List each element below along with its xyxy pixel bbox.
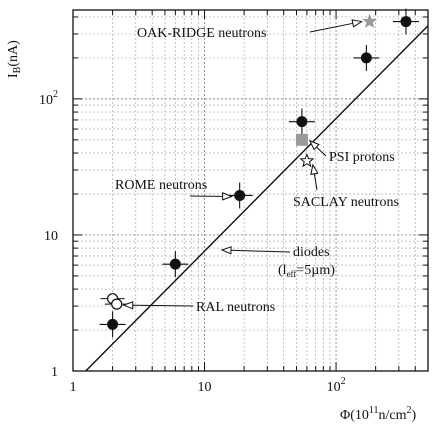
x-tick-label: 10 [198,380,212,395]
y-tick-label: 102 [39,89,58,108]
arrow-ral-head [122,301,134,310]
data-point-psi [295,133,308,146]
data-point-neutron [234,189,246,201]
data-markers [99,8,419,338]
x-axis-label: Φ(1011n/cm2) [340,405,417,423]
annotation-oak-ridge: OAK-RIDGE neutrons [137,26,266,41]
arrow-oak-ridge-head [351,19,363,28]
annotation-psi: PSI protons [329,150,395,165]
annotation-ral: RAL neutrons [196,300,275,315]
data-point-neutron [169,258,181,270]
grid-lines [73,10,428,371]
y-tick-label: 1 [51,365,58,380]
data-point-neutron [360,52,372,64]
annotation-saclay: SACLAY neutrons [293,195,399,210]
arrow-diodes [221,249,291,253]
data-point-neutron [400,16,412,28]
arrow-saclay-head [310,163,319,176]
annotations: OAK-RIDGE neutrons PSI protons SACLAY ne… [115,26,399,315]
arrow-psi-head [308,139,320,151]
x-tick-label: 1 [70,380,77,395]
y-axis-label: IB(nA) [6,40,23,78]
x-tick-label: 102 [327,376,346,395]
diode-fit-line [85,25,429,372]
annotation-diodes: diodes [293,245,330,260]
axis-ticks [73,10,428,371]
data-point-saclay [299,153,315,168]
data-point-neutron [296,116,308,128]
y-tick-label: 10 [44,229,58,244]
plot-frame [72,9,429,372]
arrow-diodes-head [220,246,232,255]
tick-labels: 1 10 102 1 10 102 [39,89,346,395]
arrow-rome-head [222,192,234,201]
data-point-neutron [107,318,119,330]
annotation-rome: ROME neutrons [115,178,207,193]
annotation-diodes-leff: (leff=5µm) [278,263,335,279]
annotation-arrows [122,19,363,310]
data-point-oak-ridge [362,13,378,28]
data-point-ral [111,298,123,310]
arrow-ral [123,304,194,307]
